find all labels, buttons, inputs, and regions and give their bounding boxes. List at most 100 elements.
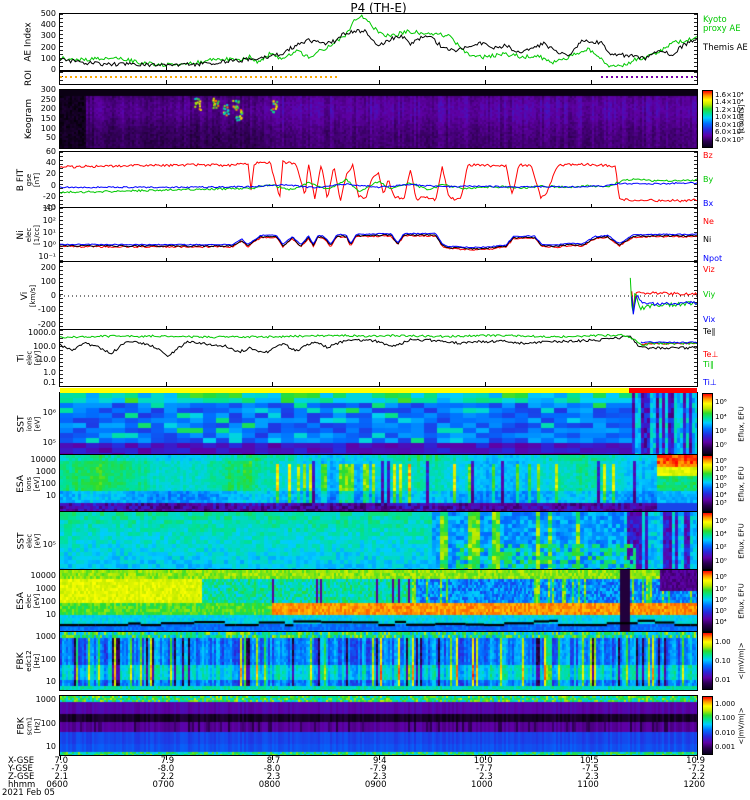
ytick-ti-1: 100.0 <box>33 341 56 351</box>
ytick-fbk2-2: 10 <box>45 742 56 752</box>
axis-value-z_gse-4: 2.3 <box>479 772 493 782</box>
ytick-ti-0: 1000.0 <box>28 327 56 337</box>
colorbar-unit-fbk2: <|mV/m|> <box>737 706 746 745</box>
ytick-keogram-3: 150 <box>40 114 56 123</box>
cbtick-keogram-0: 1.6×10⁴ <box>715 90 744 99</box>
axis-value-x_gse-4: 10.0 <box>473 756 493 766</box>
axis-value-y_gse-4: -7.7 <box>476 764 493 774</box>
roi-segment-1 <box>601 76 697 78</box>
hour-tick <box>272 382 274 386</box>
panel-keogram <box>59 89 698 149</box>
panel-ti-lines <box>60 333 697 358</box>
axis-value-z_gse-3: 2.3 <box>372 772 387 782</box>
time-axis-tick <box>697 755 698 760</box>
axis-value-y_gse-1: -8.0 <box>157 764 175 774</box>
cbtick-esa_ions-0: 10⁸ <box>715 456 727 465</box>
panel-fbk2 <box>59 695 698 756</box>
hour-tick <box>166 204 168 208</box>
axis-value-z_gse-5: 2.3 <box>585 772 599 782</box>
ytick-vi-0: 200 <box>40 263 56 273</box>
axis-value-z_gse-6: 2.2 <box>691 772 705 782</box>
hour-tick <box>272 66 274 70</box>
ytick-fbk1-1: 100 <box>40 654 56 664</box>
cbtick-fbk1-2: 0.01 <box>715 675 731 684</box>
ytick-ae-1: 400 <box>40 20 56 30</box>
panel-roi-right-ticks <box>694 72 697 84</box>
roi-segment-0 <box>60 76 341 78</box>
cbtick-fbk2-3: 0.001 <box>715 742 736 751</box>
axis-value-times-5: 1100 <box>577 780 599 790</box>
ylabel-text: SST <box>16 415 26 433</box>
hour-tick <box>484 382 486 386</box>
legend-themis-ae: Themis AE <box>703 43 748 53</box>
ytick-bfit-2: 20 <box>45 169 56 179</box>
cbtick-sst_ions-0: 10⁶ <box>715 398 727 407</box>
ytick-esa_elec-1: 1000 <box>35 584 56 594</box>
axis-value-x_gse-3: 9.4 <box>372 756 387 766</box>
time-axis-tick <box>60 755 61 760</box>
colorbar-fbk1 <box>702 632 713 690</box>
trace-label-Ne: Ne <box>703 216 714 226</box>
colorbar-esa_elec <box>702 570 713 632</box>
cbtick-keogram-1: 1.4×10⁴ <box>715 98 744 107</box>
series-ti-2 <box>60 333 697 347</box>
hour-tick <box>590 326 592 330</box>
cbtick-sst_elec-3: 10⁰ <box>715 556 727 565</box>
panel-esa_elec-spectrogram <box>60 570 697 632</box>
hour-tick <box>590 66 592 70</box>
ytick-ae-4: 100 <box>40 53 56 63</box>
ytick-esa_ions-3: 10 <box>45 491 56 501</box>
hour-tick <box>166 66 168 70</box>
panel-roi <box>59 71 698 85</box>
panel-vi-left-ticks <box>60 262 63 330</box>
axis-value-times-2: 0800 <box>258 780 281 790</box>
panel-esa_ions <box>59 454 698 513</box>
ytick-ae-0: 500 <box>40 9 56 18</box>
colorbar-unit-fbk1: <|mV/m|> <box>737 642 746 680</box>
ytick-ae-3: 200 <box>40 42 56 52</box>
panel-roi-ylabel: ROI <box>2 70 56 86</box>
axis-value-times-3: 0900 <box>364 780 387 790</box>
hour-tick <box>272 80 274 84</box>
trace-label-Viz: Viz <box>703 265 715 275</box>
panel-ae <box>59 13 698 71</box>
cbtick-keogram-5: 6.0×10³ <box>715 128 744 137</box>
ytick-ni-0: 10³ <box>42 204 56 214</box>
colorbar-esa_ions <box>702 455 713 512</box>
cbtick-sst_elec-2: 10² <box>715 543 727 552</box>
trace-label-Ti∥: Ti∥ <box>703 359 714 369</box>
trace-label-Viy: Viy <box>703 290 716 300</box>
cbtick-sst_elec-0: 10⁶ <box>715 516 727 525</box>
series-vi-1 <box>629 277 697 314</box>
hour-tick <box>590 382 592 386</box>
axis-row-label-zgse: Z-GSE <box>8 772 35 782</box>
axis-value-x_gse-0: 7.0 <box>54 756 68 766</box>
trace-label-By: By <box>703 175 714 184</box>
series-vi-0 <box>631 291 697 310</box>
axis-date: 2021 Feb 05 <box>2 788 55 798</box>
ytick-esa_ions-1: 1000 <box>35 467 56 477</box>
ytick-keogram-4: 100 <box>40 123 56 133</box>
ytick-bfit-1: 40 <box>45 158 56 168</box>
survey-bar-segment-0 <box>60 388 629 393</box>
ytick-bfit-3: 0 <box>50 180 56 190</box>
axis-value-times-4: 1000 <box>471 780 493 790</box>
hour-tick <box>378 80 380 84</box>
cbtick-keogram-3: 1.0×10⁴ <box>715 113 744 122</box>
panel-sst_ions <box>59 392 698 456</box>
series-ni-0 <box>60 234 697 251</box>
colorbar-sst_ions <box>702 393 713 455</box>
axis-value-times-6: 1200 <box>683 780 705 790</box>
colorbar-unit-keogram: [counts] <box>737 104 746 134</box>
series-ti-0 <box>60 335 697 358</box>
ytick-bfit-4: -20 <box>42 191 56 201</box>
panel-sst_elec-spectrogram <box>60 512 697 570</box>
panel-ae-right-ticks <box>694 14 697 70</box>
time-axis-tick <box>272 755 274 760</box>
ytick-esa_elec-3: 10 <box>45 610 56 620</box>
hour-tick <box>484 204 486 208</box>
ytick-sst_ions-0: 10⁶ <box>42 408 56 418</box>
ytick-esa_elec-0: 10000 <box>30 571 56 581</box>
cbtick-keogram-6: 4.0×10³ <box>715 135 744 144</box>
